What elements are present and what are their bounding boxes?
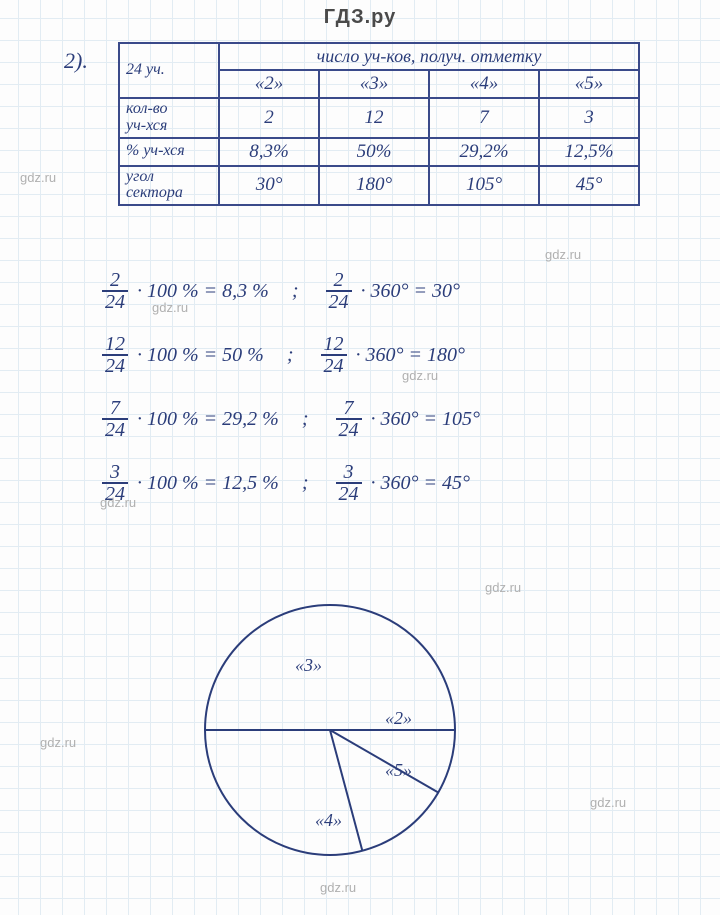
calc-op: · 100 % = bbox=[137, 280, 217, 303]
fraction: 724 bbox=[102, 398, 128, 440]
table-cell: 180° bbox=[319, 166, 429, 206]
table-cell: 2 bbox=[219, 98, 319, 138]
fraction: 1224 bbox=[102, 334, 128, 376]
col-label: «3» bbox=[319, 70, 429, 98]
calc-op: · 360° = bbox=[371, 472, 438, 495]
table-cell: 8,3% bbox=[219, 138, 319, 166]
table-cell: 30° bbox=[219, 166, 319, 206]
calc-result: 50 % bbox=[222, 344, 264, 367]
table-cell: 105° bbox=[429, 166, 539, 206]
calc-op: · 360° = bbox=[361, 280, 428, 303]
fraction: 724 bbox=[336, 398, 362, 440]
calc-result: 12,5 % bbox=[222, 472, 279, 495]
fraction: 324 bbox=[336, 462, 362, 504]
row-label: угол сектора bbox=[119, 166, 219, 206]
table-header-span: число уч-ков, получ. отметку bbox=[219, 43, 639, 70]
calc-result: 8,3 % bbox=[222, 280, 269, 303]
table-cell: 3 bbox=[539, 98, 639, 138]
calc-sep: ; bbox=[302, 408, 309, 431]
col-label: «5» bbox=[539, 70, 639, 98]
pie-slice-label: «2» bbox=[385, 708, 412, 729]
calc-op: · 360° = bbox=[371, 408, 438, 431]
table-cell: 29,2% bbox=[429, 138, 539, 166]
table-cell: 12,5% bbox=[539, 138, 639, 166]
fraction: 224 bbox=[102, 270, 128, 312]
calc-row: 724 · 100 % = 29,2 % ; 724 · 360° = 105° bbox=[98, 398, 480, 440]
pie-slice-label: «4» bbox=[315, 810, 342, 831]
row-label: % уч-хся bbox=[119, 138, 219, 166]
table-cell: 45° bbox=[539, 166, 639, 206]
calc-row: 1224 · 100 % = 50 % ; 1224 · 360° = 180° bbox=[98, 334, 480, 376]
table-corner: 24 уч. bbox=[119, 43, 219, 98]
calc-result: 180° bbox=[427, 344, 465, 367]
table-row: % уч-хся 8,3% 50% 29,2% 12,5% bbox=[119, 138, 639, 166]
table-cell: 7 bbox=[429, 98, 539, 138]
pie-slice-label: «5» bbox=[385, 760, 412, 781]
fraction: 1224 bbox=[321, 334, 347, 376]
table-row: угол сектора 30° 180° 105° 45° bbox=[119, 166, 639, 206]
table-row: кол-во уч-хся 2 12 7 3 bbox=[119, 98, 639, 138]
calculations: 224 · 100 % = 8,3 % ; 224 · 360° = 30° 1… bbox=[98, 270, 480, 526]
grades-table: 24 уч. число уч-ков, получ. отметку «2» … bbox=[118, 42, 640, 206]
calc-sep: ; bbox=[302, 472, 309, 495]
col-label: «2» bbox=[219, 70, 319, 98]
calc-sep: ; bbox=[287, 344, 294, 367]
calc-row: 324 · 100 % = 12,5 % ; 324 · 360° = 45° bbox=[98, 462, 480, 504]
calc-result: 45° bbox=[442, 472, 470, 495]
calc-result: 30° bbox=[432, 280, 460, 303]
col-label: «4» bbox=[429, 70, 539, 98]
calc-result: 29,2 % bbox=[222, 408, 279, 431]
calc-op: · 100 % = bbox=[137, 408, 217, 431]
fraction: 324 bbox=[102, 462, 128, 504]
task-number: 2). bbox=[64, 48, 88, 74]
calc-op: · 100 % = bbox=[137, 472, 217, 495]
calc-op: · 360° = bbox=[356, 344, 423, 367]
calc-result: 105° bbox=[442, 408, 480, 431]
table-cell: 50% bbox=[319, 138, 429, 166]
pie-slice-label: «3» bbox=[295, 655, 322, 676]
calc-row: 224 · 100 % = 8,3 % ; 224 · 360° = 30° bbox=[98, 270, 480, 312]
calc-sep: ; bbox=[292, 280, 299, 303]
calc-op: · 100 % = bbox=[137, 344, 217, 367]
row-label: кол-во уч-хся bbox=[119, 98, 219, 138]
fraction: 224 bbox=[326, 270, 352, 312]
table-cell: 12 bbox=[319, 98, 429, 138]
pie-chart: «3» «2» «5» «4» bbox=[200, 600, 460, 860]
page-title: ГДЗ.ру bbox=[0, 6, 720, 29]
